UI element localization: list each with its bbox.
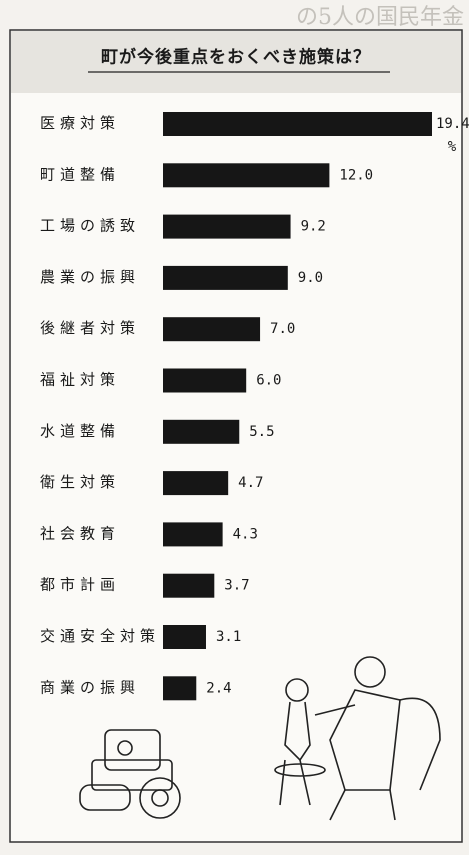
illustration-roller xyxy=(79,729,181,819)
bar xyxy=(163,625,206,649)
bar xyxy=(163,317,261,342)
category-label: 衛生対策 xyxy=(40,473,120,491)
value-label: 3.1 xyxy=(216,629,241,645)
bar xyxy=(163,265,288,290)
category-label: 商業の振興 xyxy=(40,678,140,696)
value-label: 2.4 xyxy=(206,680,231,696)
category-label: 社会教育 xyxy=(40,524,120,542)
category-label: 交通安全対策 xyxy=(40,627,160,645)
category-label: 農業の振興 xyxy=(40,268,140,286)
header-fragment: の5人の国民年金 xyxy=(296,5,464,30)
value-label: 4.3 xyxy=(233,526,258,542)
bar xyxy=(163,112,432,136)
category-label: 町道整備 xyxy=(40,165,120,183)
category-label: 福祉対策 xyxy=(40,371,120,389)
unit-label: % xyxy=(448,139,457,155)
bar xyxy=(163,522,223,547)
title-band xyxy=(11,31,461,93)
value-label: 5.5 xyxy=(249,424,274,440)
bar xyxy=(163,676,197,701)
category-label: 水道整備 xyxy=(40,422,120,440)
value-label: 6.0 xyxy=(256,373,281,389)
bar xyxy=(163,471,229,496)
bar xyxy=(163,214,291,239)
value-label: 9.0 xyxy=(298,270,323,286)
bar xyxy=(163,573,215,598)
category-label: 都市計画 xyxy=(40,576,120,594)
bar xyxy=(163,419,240,444)
category-label: 医療対策 xyxy=(40,114,120,132)
value-label: 12.0 xyxy=(339,167,373,183)
value-label: 7.0 xyxy=(270,321,295,337)
bar xyxy=(163,368,247,393)
category-label: 工場の誘致 xyxy=(40,217,140,235)
chart-title: 町が今後重点をおくべき施策は？ xyxy=(101,47,371,68)
category-label: 後継者対策 xyxy=(40,319,140,337)
value-label: 9.2 xyxy=(301,219,326,235)
illustration-doctor xyxy=(274,656,441,821)
bar xyxy=(163,163,330,188)
value-label: 3.7 xyxy=(224,578,249,594)
value-label: 19.4 xyxy=(436,116,469,132)
value-label: 4.7 xyxy=(238,475,263,491)
